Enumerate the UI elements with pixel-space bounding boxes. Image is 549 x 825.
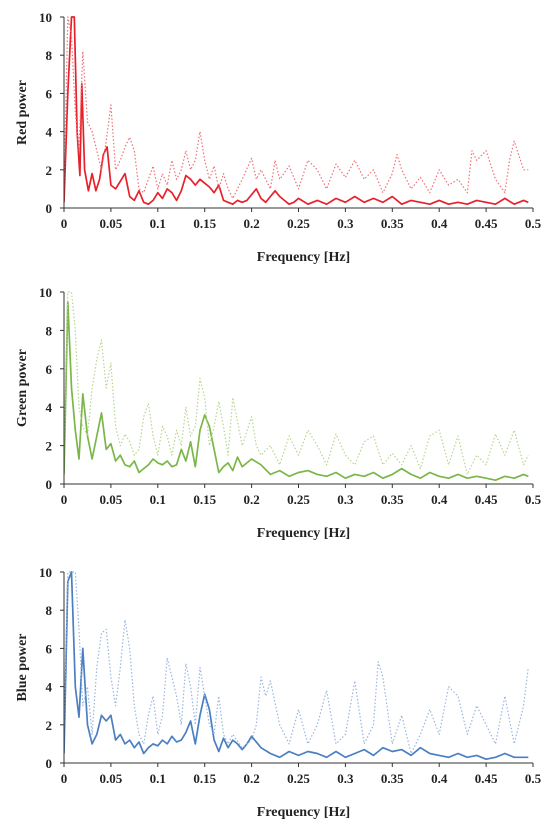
x-tick-label: 0.3: [337, 216, 354, 231]
y-tick-label: 2: [46, 163, 53, 178]
x-tick-label: 0.15: [193, 771, 216, 786]
y-tick-label: 10: [39, 10, 52, 25]
x-tick-label: 0.1: [150, 492, 166, 507]
x-tick-label: 0.5: [525, 492, 542, 507]
y-tick-label: 4: [46, 680, 53, 695]
y-tick-label: 2: [46, 718, 53, 733]
x-tick-label: 0.05: [100, 771, 123, 786]
x-axis-title: Frequency [Hz]: [257, 526, 350, 541]
x-tick-label: 0.05: [100, 492, 123, 507]
x-tick-label: 0.5: [525, 771, 542, 786]
y-tick-label: 4: [46, 400, 53, 415]
x-tick-label: 0.5: [525, 216, 542, 231]
x-tick-label: 0.25: [287, 492, 310, 507]
x-tick-label: 0.25: [287, 771, 310, 786]
x-tick-label: 0: [61, 492, 68, 507]
chart-panel-2: 0 0.05 0.1 0.15 0.2 0.25 0.3 0.35 0.4 0.45 0.5 0 2 4 6…: [15, 285, 542, 541]
x-tick-label: 0.1: [150, 771, 166, 786]
x-tick-label: 0.35: [381, 492, 404, 507]
y-tick-label: 8: [46, 48, 53, 63]
y-tick-label: 8: [46, 323, 53, 338]
dotted-series-line-2: [64, 291, 529, 475]
x-tick-label: 0.1: [150, 216, 166, 231]
y-axis-title: Blue power: [15, 633, 30, 701]
y-tick-label: 0: [46, 201, 53, 216]
x-tick-label: 0.45: [475, 216, 498, 231]
y-tick-label: 10: [39, 285, 52, 300]
y-tick-label: 2: [46, 439, 53, 454]
x-tick-label: 0.25: [287, 216, 310, 231]
y-axis-title: Red power: [15, 80, 30, 145]
x-tick-label: 0: [61, 771, 68, 786]
x-tick-label: 0.4: [431, 492, 448, 507]
x-tick-label: 0.35: [381, 771, 404, 786]
x-tick-label: 0.3: [337, 771, 354, 786]
y-axis-title: Green power: [15, 349, 30, 427]
solid-series-line-1: [64, 16, 529, 206]
x-tick-label: 0: [61, 216, 68, 231]
y-tick-label: 0: [46, 477, 53, 492]
x-tick-label: 0.3: [337, 492, 354, 507]
dotted-series-line-3: [64, 571, 529, 755]
x-axis-title: Frequency [Hz]: [257, 250, 350, 265]
x-tick-label: 0.15: [193, 492, 216, 507]
y-tick-label: 4: [46, 125, 53, 140]
x-tick-label: 0.45: [475, 492, 498, 507]
x-tick-label: 0.4: [431, 771, 448, 786]
x-tick-label: 0.15: [193, 216, 216, 231]
x-tick-label: 0.45: [475, 771, 498, 786]
x-tick-label: 0.2: [243, 771, 259, 786]
y-tick-label: 6: [46, 362, 53, 377]
y-tick-label: 8: [46, 603, 53, 618]
x-tick-label: 0.35: [381, 216, 404, 231]
x-tick-label: 0.4: [431, 216, 448, 231]
x-tick-label: 0.2: [243, 492, 259, 507]
x-axis-title: Frequency [Hz]: [257, 805, 350, 820]
x-tick-label: 0.05: [100, 216, 123, 231]
y-tick-label: 6: [46, 86, 53, 101]
chart-panel-1: 0 0.05 0.1 0.15 0.2 0.25 0.3 0.35 0.4 0.45 0.5 0 2 4 6…: [15, 10, 542, 265]
solid-series-line-2: [64, 300, 529, 482]
x-tick-label: 0.2: [243, 216, 259, 231]
y-tick-label: 6: [46, 641, 53, 656]
solid-series-line-3: [64, 571, 529, 761]
dotted-series-line-1: [64, 16, 529, 199]
chart-panel-3: 0 0.05 0.1 0.15 0.2 0.25 0.3 0.35 0.4 0.45 0.5 0 2 4 6…: [15, 565, 542, 820]
y-tick-label: 10: [39, 565, 52, 580]
y-tick-label: 0: [46, 756, 53, 771]
